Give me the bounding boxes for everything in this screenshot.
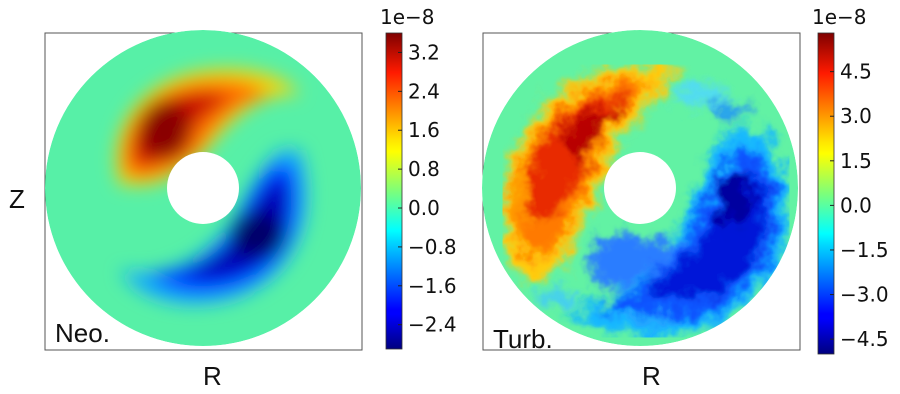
turb-panel-label: Turb. xyxy=(493,324,553,354)
neo-colorbar-tick-label: 0.8 xyxy=(408,157,440,181)
neo-x-axis-label: R xyxy=(203,361,222,391)
turb-colorbar-exponent: 1e−8 xyxy=(812,5,867,29)
neo-colorbar-ticks: 3.2 2.4 1.6 0.8 0.0 −0.8 −1.6 −2.4 xyxy=(398,40,457,337)
turb-colorbar-tick-label: 0.0 xyxy=(840,193,872,217)
neo-colorbar-tick-label: −1.6 xyxy=(408,274,457,298)
neo-y-axis-label: Z xyxy=(9,184,25,214)
turb-colorbar-tick-label: 3.0 xyxy=(840,104,872,128)
neo-colorbar-tick-label: 0.0 xyxy=(408,196,440,220)
turb-colorbar xyxy=(817,32,835,355)
neo-panel-label: Neo. xyxy=(55,318,110,348)
turb-colorbar-tick-label: −3.0 xyxy=(840,283,889,307)
turb-colorbar-tick-label: −4.5 xyxy=(840,327,889,351)
turb-colorbar-tick-label: −1.5 xyxy=(840,238,889,262)
turb-colorbar-tick-label: 1.5 xyxy=(840,149,872,173)
neo-colorbar-tick-label: −2.4 xyxy=(408,313,457,337)
neo-colorbar-tick-label: 3.2 xyxy=(408,40,440,64)
neo-colorbar xyxy=(385,32,403,350)
turb-panel: 1e−8 4.5 3.0 1.5 0.0 −1.5 −3.0 −4.5 R Turb. xyxy=(482,5,889,391)
turb-inner-hole xyxy=(604,152,676,224)
neo-colorbar-tick-label: −0.8 xyxy=(408,235,457,259)
neo-heatmap xyxy=(45,30,361,346)
neo-colorbar-exponent: 1e−8 xyxy=(380,5,435,29)
neo-colorbar-tick-label: 1.6 xyxy=(408,118,440,142)
neo-inner-hole xyxy=(167,152,239,224)
turb-colorbar-ticks: 4.5 3.0 1.5 0.0 −1.5 −3.0 −4.5 xyxy=(830,60,889,351)
turb-x-axis-label: R xyxy=(642,361,661,391)
neo-colorbar-tick-label: 2.4 xyxy=(408,79,440,103)
neo-panel: 1e−8 3.2 2.4 1.6 0.8 0.0 −0.8 −1.6 −2.4 Z R Neo… xyxy=(9,5,457,391)
turb-colorbar-tick-label: 4.5 xyxy=(840,60,872,84)
turb-heatmap xyxy=(482,30,798,346)
